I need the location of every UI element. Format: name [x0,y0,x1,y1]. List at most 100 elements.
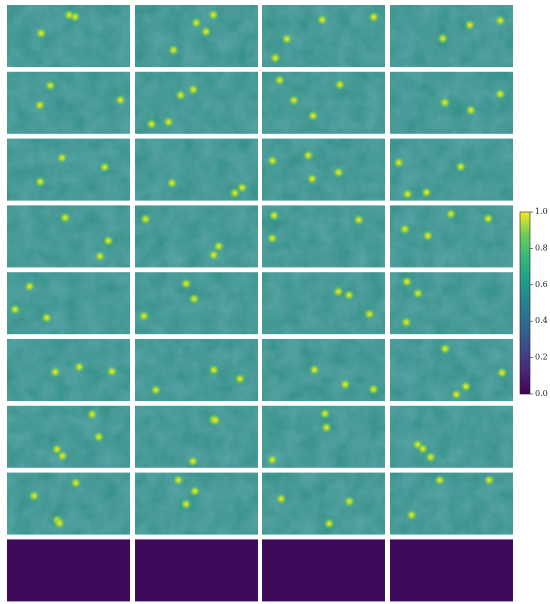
bright-spot [332,285,345,298]
bright-spot [180,277,193,290]
panel [135,5,258,67]
bright-spot [494,14,507,27]
bright-spot [496,366,509,379]
bright-spot [56,151,69,164]
colorbar-tick-label: 0.6 [535,280,548,289]
bright-spot [483,474,496,487]
panel [7,472,130,535]
bright-spot [392,156,405,169]
bright-spot [207,363,220,376]
bright-spot [9,303,22,316]
bright-spot [165,176,178,189]
bright-spot [416,442,429,455]
panel [390,405,513,468]
panel [7,272,130,335]
panel [262,205,385,268]
bright-spot [438,96,451,109]
bright-spot [436,32,449,45]
bright-spot [459,380,472,393]
bright-spot [343,289,356,302]
colorbar-tick-label: 0.4 [535,316,548,325]
bright-spot [454,160,467,173]
bright-spot [233,372,246,385]
bright-spot [207,248,220,261]
bright-spot [209,414,222,427]
bright-spot [86,408,99,421]
bright-spot [53,517,66,530]
bright-spot [34,175,47,188]
bright-spot [308,363,321,376]
bright-spot [162,116,175,129]
bright-spot [367,383,380,396]
bright-spot [114,94,127,107]
bright-spot [450,388,463,401]
panel [7,138,130,201]
colorbar-tick-label: 0.0 [535,389,548,398]
bright-spot [494,88,507,101]
panel [7,539,130,602]
bright-spot [405,509,418,522]
panel [135,205,258,268]
bright-spot [367,11,380,24]
panel [390,339,513,401]
bright-spot [63,8,76,21]
bright-spot [207,8,220,21]
bright-spot [188,292,201,305]
bright-spot [40,311,53,324]
bright-spot [439,342,452,355]
panel [7,405,130,468]
bright-spot [174,89,187,102]
bright-spot [444,208,457,221]
bright-spot [28,489,41,502]
bright-spot [137,310,150,323]
bright-spot [35,27,48,40]
bright-spot [275,492,288,505]
bright-spot [190,16,203,29]
panel-grid [7,5,513,602]
bright-spot [186,455,199,468]
bright-spot [23,280,36,293]
bright-spot [98,161,111,174]
bright-spot [400,275,413,288]
bright-spot [149,383,162,396]
colorbar-tick-label: 0.2 [535,353,548,362]
panel [135,472,258,535]
bright-spot [236,181,249,194]
bright-spot [280,33,293,46]
bright-spot [266,453,279,466]
bright-spot [59,211,72,224]
bright-spot [333,78,346,91]
bright-spot [269,51,282,64]
bright-spot [323,517,336,530]
bright-spot [172,473,185,486]
bright-spot [69,476,82,489]
bright-spot [44,79,57,92]
colorbar-tick-label: 1.0 [535,207,548,216]
bright-spot [424,451,437,464]
bright-spot [411,287,424,300]
bright-spot [200,25,213,38]
bright-spot [49,365,62,378]
bright-spot [339,378,352,391]
bright-spot [363,308,376,321]
bright-spot [56,449,69,462]
bright-spot [188,485,201,498]
bright-spot [187,83,200,96]
bright-spot [464,104,477,117]
bright-spot [273,74,286,87]
colorbar-tick-label: 0.8 [535,243,548,252]
colorbar [519,211,531,395]
bright-spot [420,186,433,199]
bright-spot [421,229,434,242]
bright-spot [320,421,333,434]
bright-spot [268,209,281,222]
bright-spot [145,118,158,131]
bright-spot [266,232,279,245]
bright-spot [302,149,315,162]
bright-spot [92,430,105,443]
panel [135,539,258,602]
bright-spot [105,365,118,378]
bright-spot [266,154,279,167]
bright-spot [398,223,411,236]
